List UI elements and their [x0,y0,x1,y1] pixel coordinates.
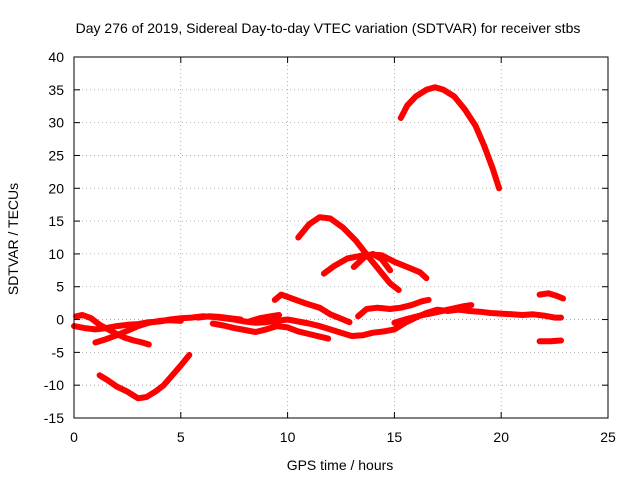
y-tick-label: 40 [48,49,64,65]
ticks: 0 5 10 15 20 25 -15 -10 -5 0 5 10 15 20 25 30 35 40 [44,49,616,445]
x-tick-label: 20 [493,429,509,445]
series-line-arc-6 [355,296,432,320]
series-line-arc-1 [397,84,503,192]
y-axis-label: SDTVAR / TECUs [5,183,21,295]
series-line-arc-14 [246,312,283,325]
x-tick-label: 0 [70,429,78,445]
y-tick-label: 15 [48,213,64,229]
series-line-arc-5 [271,291,353,326]
y-tick-label: 25 [48,147,64,163]
series-line-arc-16 [194,313,244,323]
series-line-arc-4 [350,250,394,274]
x-tick-label: 5 [177,429,185,445]
y-tick-label: 10 [48,246,64,262]
series-line-arc-2 [295,214,402,293]
series-line-arc-15 [391,302,475,326]
y-tick-label: -10 [44,377,64,393]
y-tick-label: 30 [48,115,64,131]
series-line-arc-13 [209,320,332,342]
y-tick-label: -5 [52,344,65,360]
series-line-arc-7 [536,290,567,302]
x-tick-label: 15 [387,429,403,445]
grid [74,57,608,418]
y-tick-label: -15 [44,410,64,426]
series-line-arc-8 [536,337,564,345]
x-axis-label: GPS time / hours [287,457,394,473]
x-tick-label: 25 [600,429,616,445]
y-tick-label: 20 [48,180,64,196]
x-tick-label: 10 [280,429,296,445]
series-line-arc-12 [92,317,184,346]
y-tick-label: 5 [56,279,64,295]
y-tick-label: 35 [48,82,64,98]
chart-title: Day 276 of 2019, Sidereal Day-to-day VTE… [76,20,581,36]
series-line-arc-9 [96,352,193,402]
plot-frame [73,56,609,419]
series-line-arc-11 [73,312,152,348]
series-layer [71,84,567,402]
y-tick-label: 0 [56,312,64,328]
